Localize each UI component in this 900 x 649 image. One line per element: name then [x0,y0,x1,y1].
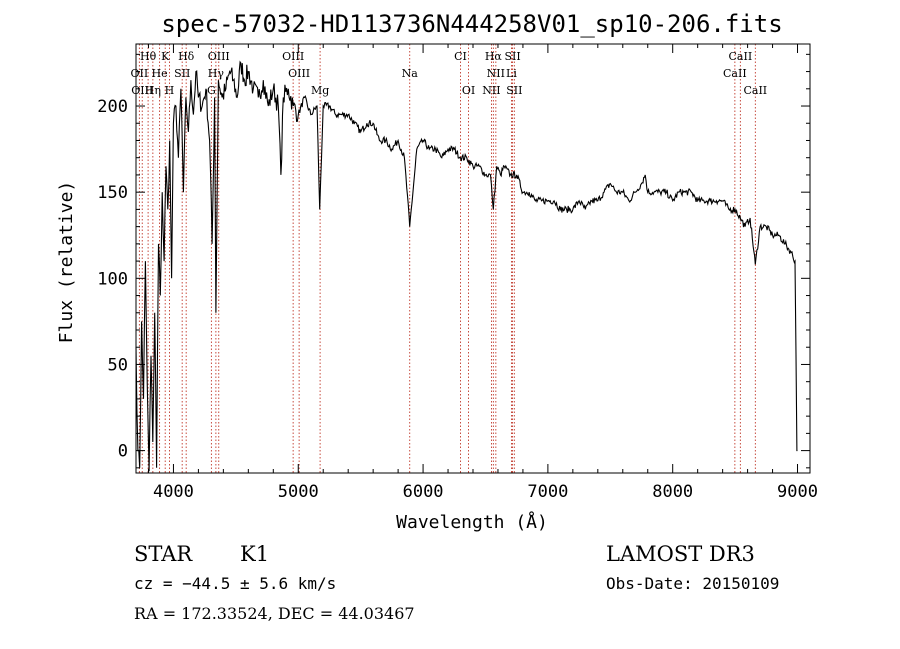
y-tick-label-200: 200 [97,97,128,117]
redshift-cz: cz = −44.5 ± 5.6 km/s [134,574,336,593]
spectral-line-label-5: CI [454,50,467,63]
spectral-line-label-9: OII [131,67,149,80]
survey-name: LAMOST DR3 [606,542,755,566]
y-tick-label-100: 100 [97,269,128,289]
x-axis-ticks: 4000 5000 6000 7000 8000 9000 [147,44,818,502]
chart-title: spec-57032-HD113736N444258V01_sp10-206.f… [161,10,782,38]
spectral-line-label-0: Hθ [140,50,157,63]
spectral-line-label-18: OIII [131,84,153,97]
spectral-line-label-25: SII [506,84,522,97]
x-axis-label: Wavelength (Å) [396,511,548,533]
spectral-line-label-4: OIII [282,50,304,63]
spectral-line-label-26: CaII [743,84,767,97]
spectral-line-label-14: Na [402,67,419,80]
observation-date: Obs-Date: 20150109 [606,574,779,593]
plot-frame [135,43,811,474]
spectral-line-label-23: OI [462,84,475,97]
x-tick-label-9000: 9000 [777,482,818,502]
object-class: STAR [134,542,193,566]
spectral-line-label-1: K [161,50,170,63]
object-subclass: K1 [240,542,269,566]
spectral-line-label-16: Li [506,67,517,80]
y-tick-label-50: 50 [108,355,128,375]
spectral-line-label-21: G [207,84,216,97]
spectral-line-label-20: H [165,84,175,97]
spectral-line-label-19: Hη [145,84,161,97]
y-tick-label-150: 150 [97,183,128,203]
spectral-line-label-24: NII [482,84,500,97]
spectral-line-label-12: Hγ [208,67,225,80]
spectral-line-label-8: CaII [729,50,753,63]
x-tick-label-8000: 8000 [652,482,693,502]
flux-series-line [135,60,798,472]
spectral-lines [138,44,756,473]
y-axis-ticks: 0 50 100 150 200 [97,53,810,469]
x-tick-label-6000: 6000 [403,482,444,502]
x-tick-label-5000: 5000 [278,482,319,502]
ra-dec: RA = 172.33524, DEC = 44.03467 [134,604,415,623]
spectral-line-label-6: Hα [485,50,503,63]
spectral-line-label-22: Mg [311,84,329,97]
y-tick-label-0: 0 [118,442,128,462]
spectral-line-label-7: SII [504,50,520,63]
spectral-line-label-2: Hδ [178,50,195,63]
spectral-line-label-10: He [152,67,168,80]
spectral-line-label-13: OIII [288,67,310,80]
y-axis-label: Flux (relative) [56,181,77,344]
spectral-line-label-17: CaII [723,67,747,80]
spectral-line-label-11: SII [174,67,190,80]
x-tick-label-4000: 4000 [153,482,194,502]
spectral-line-label-3: OIII [208,50,230,63]
spectral-line-label-15: NII [487,67,505,80]
x-tick-label-7000: 7000 [527,482,568,502]
